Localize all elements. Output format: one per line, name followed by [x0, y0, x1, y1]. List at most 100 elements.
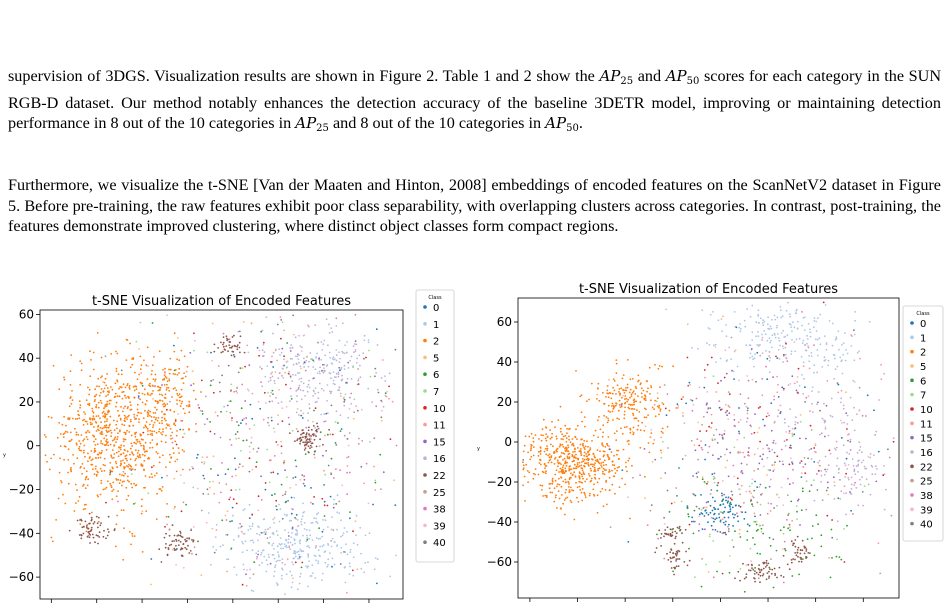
math-subscript: 25	[316, 123, 329, 134]
scatter-point	[192, 486, 195, 489]
scatter-point	[627, 443, 630, 445]
scatter-point	[779, 404, 782, 407]
scatter-point	[719, 520, 722, 523]
scatter-point	[298, 556, 301, 558]
scatter-point	[840, 401, 842, 404]
scatter-point	[783, 418, 786, 421]
scatter-point	[58, 471, 61, 474]
scatter-point	[559, 430, 562, 433]
scatter-point	[827, 493, 830, 496]
scatter-point	[375, 405, 378, 408]
scatter-point	[654, 399, 656, 402]
scatter-point	[600, 466, 603, 468]
scatter-point	[122, 383, 125, 386]
scatter-point	[167, 547, 170, 549]
scatter-point	[762, 465, 765, 468]
scatter-point	[576, 447, 579, 449]
scatter-point	[652, 442, 655, 445]
scatter-point	[797, 320, 799, 323]
scatter-point	[823, 473, 826, 476]
scatter-point	[340, 535, 342, 538]
scatter-point	[67, 448, 70, 451]
scatter-point	[96, 522, 99, 525]
scatter-point	[611, 402, 614, 405]
scatter-point	[885, 488, 887, 491]
scatter-point	[876, 468, 878, 470]
scatter-point	[301, 550, 304, 553]
scatter-point	[739, 488, 741, 491]
scatter-point	[230, 419, 233, 422]
scatter-point	[781, 460, 784, 463]
scatter-point	[298, 553, 300, 556]
scatter-point	[73, 510, 76, 512]
scatter-point	[677, 565, 680, 567]
scatter-point	[807, 457, 809, 460]
scatter-point	[670, 502, 673, 505]
scatter-point	[263, 531, 266, 533]
scatter-point	[668, 511, 671, 513]
scatter-point	[892, 440, 895, 443]
scatter-point	[264, 482, 267, 484]
scatter-point	[257, 400, 260, 403]
scatter-point	[134, 449, 137, 451]
scatter-point	[308, 379, 310, 382]
scatter-point	[99, 417, 101, 420]
y-tick-label: −20	[487, 475, 512, 489]
scatter-point	[602, 464, 605, 466]
scatter-point	[161, 433, 164, 436]
scatter-point	[339, 395, 342, 397]
scatter-point	[847, 476, 850, 479]
scatter-point	[103, 425, 106, 427]
scatter-point	[564, 461, 567, 464]
scatter-point	[248, 457, 251, 460]
scatter-point	[330, 528, 333, 531]
scatter-point	[539, 453, 542, 455]
scatter-point	[337, 389, 339, 392]
scatter-point	[631, 404, 634, 406]
scatter-point	[302, 511, 305, 514]
scatter-point	[852, 465, 855, 467]
scatter-point	[788, 430, 791, 432]
scatter-point	[632, 432, 635, 434]
scatter-point	[160, 561, 163, 563]
scatter-point	[309, 437, 312, 439]
scatter-point	[892, 437, 895, 440]
scatter-point	[757, 577, 760, 580]
scatter-point	[80, 534, 83, 536]
scatter-point	[97, 495, 99, 498]
scatter-point	[341, 322, 344, 325]
scatter-point	[843, 528, 845, 530]
scatter-point	[270, 372, 272, 375]
scatter-point	[776, 576, 778, 579]
scatter-point	[174, 506, 176, 508]
legend-title: Class	[428, 295, 442, 301]
scatter-point	[798, 573, 800, 576]
scatter-point	[586, 400, 588, 402]
scatter-points	[43, 313, 398, 595]
scatter-point	[339, 357, 341, 360]
scatter-point	[316, 425, 319, 428]
scatter-point	[582, 460, 585, 463]
scatter-point	[120, 460, 122, 462]
scatter-point	[581, 467, 584, 470]
scatter-point	[560, 485, 563, 488]
scatter-point	[592, 465, 594, 468]
scatter-point	[87, 429, 89, 432]
scatter-point	[192, 382, 195, 385]
scatter-point	[781, 386, 784, 389]
scatter-point	[768, 351, 771, 353]
scatter-point	[556, 507, 558, 509]
scatter-point	[294, 555, 297, 558]
scatter-point	[581, 420, 583, 423]
scatter-point	[114, 436, 117, 439]
scatter-point	[837, 497, 840, 500]
scatter-point	[363, 339, 366, 342]
scatter-point	[126, 384, 128, 387]
scatter-point	[605, 396, 607, 398]
scatter-point	[188, 400, 191, 403]
scatter-point	[772, 441, 775, 444]
scatter-point	[291, 581, 294, 584]
scatter-point	[295, 428, 298, 430]
scatter-point	[544, 437, 547, 440]
scatter-point	[782, 387, 785, 390]
